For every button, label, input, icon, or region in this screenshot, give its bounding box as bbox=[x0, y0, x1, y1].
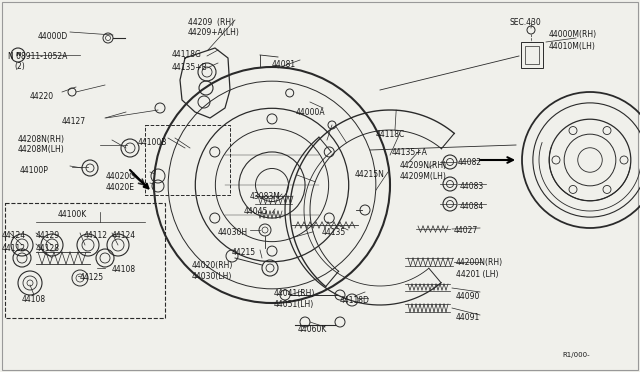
Text: 44082: 44082 bbox=[458, 158, 482, 167]
Text: 44112: 44112 bbox=[2, 244, 26, 253]
Text: 43083M: 43083M bbox=[250, 192, 281, 201]
Text: 44060K: 44060K bbox=[298, 325, 328, 334]
Text: 44100B: 44100B bbox=[138, 138, 168, 147]
Text: 44220: 44220 bbox=[30, 92, 54, 101]
Text: N: N bbox=[15, 52, 20, 58]
Text: N 08911-1052A: N 08911-1052A bbox=[8, 52, 67, 61]
Bar bbox=[525, 46, 539, 64]
Text: 44100K: 44100K bbox=[58, 210, 87, 219]
Text: 44112: 44112 bbox=[84, 231, 108, 240]
Text: 44135+B: 44135+B bbox=[172, 63, 208, 72]
Text: 44201 (LH): 44201 (LH) bbox=[456, 270, 499, 279]
Text: 44209M(LH): 44209M(LH) bbox=[400, 172, 447, 181]
Text: 44108: 44108 bbox=[22, 295, 46, 304]
Text: 44081: 44081 bbox=[272, 60, 296, 69]
Text: 44118C: 44118C bbox=[376, 130, 405, 139]
Bar bbox=[5, 203, 165, 318]
Text: 44000M(RH): 44000M(RH) bbox=[549, 30, 597, 39]
Text: 44100P: 44100P bbox=[20, 166, 49, 175]
Text: 44030H: 44030H bbox=[218, 228, 248, 237]
Bar bbox=[521, 42, 543, 68]
Text: 44030(LH): 44030(LH) bbox=[192, 272, 232, 281]
Text: 44125: 44125 bbox=[80, 273, 104, 282]
Text: 44208M(LH): 44208M(LH) bbox=[18, 145, 65, 154]
Text: 44118D: 44118D bbox=[340, 296, 370, 305]
Text: 44129: 44129 bbox=[36, 231, 60, 240]
Text: 44083: 44083 bbox=[460, 182, 484, 191]
Text: 44118G: 44118G bbox=[172, 50, 202, 59]
Text: 44000A: 44000A bbox=[296, 108, 326, 117]
Text: 44215N: 44215N bbox=[355, 170, 385, 179]
Text: 44000D: 44000D bbox=[38, 32, 68, 41]
Text: 44010M(LH): 44010M(LH) bbox=[549, 42, 596, 51]
Text: R1/000-: R1/000- bbox=[562, 352, 589, 358]
Text: 44091: 44091 bbox=[456, 313, 480, 322]
Text: 44215: 44215 bbox=[232, 248, 256, 257]
Text: 44084: 44084 bbox=[460, 202, 484, 211]
Text: 44108: 44108 bbox=[112, 265, 136, 274]
Text: 44124: 44124 bbox=[2, 231, 26, 240]
Text: 44020G: 44020G bbox=[106, 172, 136, 181]
Text: 44027: 44027 bbox=[454, 226, 478, 235]
Text: 44020E: 44020E bbox=[106, 183, 135, 192]
Text: 44124: 44124 bbox=[112, 231, 136, 240]
Text: 44051(LH): 44051(LH) bbox=[274, 300, 314, 309]
Text: 44020(RH): 44020(RH) bbox=[192, 261, 234, 270]
Text: 44041(RH): 44041(RH) bbox=[274, 289, 316, 298]
Text: 44135+A: 44135+A bbox=[392, 148, 428, 157]
Text: 44135: 44135 bbox=[322, 228, 346, 237]
Text: 44045: 44045 bbox=[244, 207, 268, 216]
Text: 44128: 44128 bbox=[36, 244, 60, 253]
Text: (2): (2) bbox=[14, 62, 25, 71]
Text: 44127: 44127 bbox=[62, 117, 86, 126]
Text: 44209N(RH): 44209N(RH) bbox=[400, 161, 447, 170]
Text: 44200N(RH): 44200N(RH) bbox=[456, 258, 503, 267]
Text: 44090: 44090 bbox=[456, 292, 481, 301]
Text: 44208N(RH): 44208N(RH) bbox=[18, 135, 65, 144]
Text: SEC.430: SEC.430 bbox=[510, 18, 541, 27]
Text: 44209  (RH): 44209 (RH) bbox=[188, 18, 234, 27]
Text: 44209+A(LH): 44209+A(LH) bbox=[188, 28, 240, 37]
